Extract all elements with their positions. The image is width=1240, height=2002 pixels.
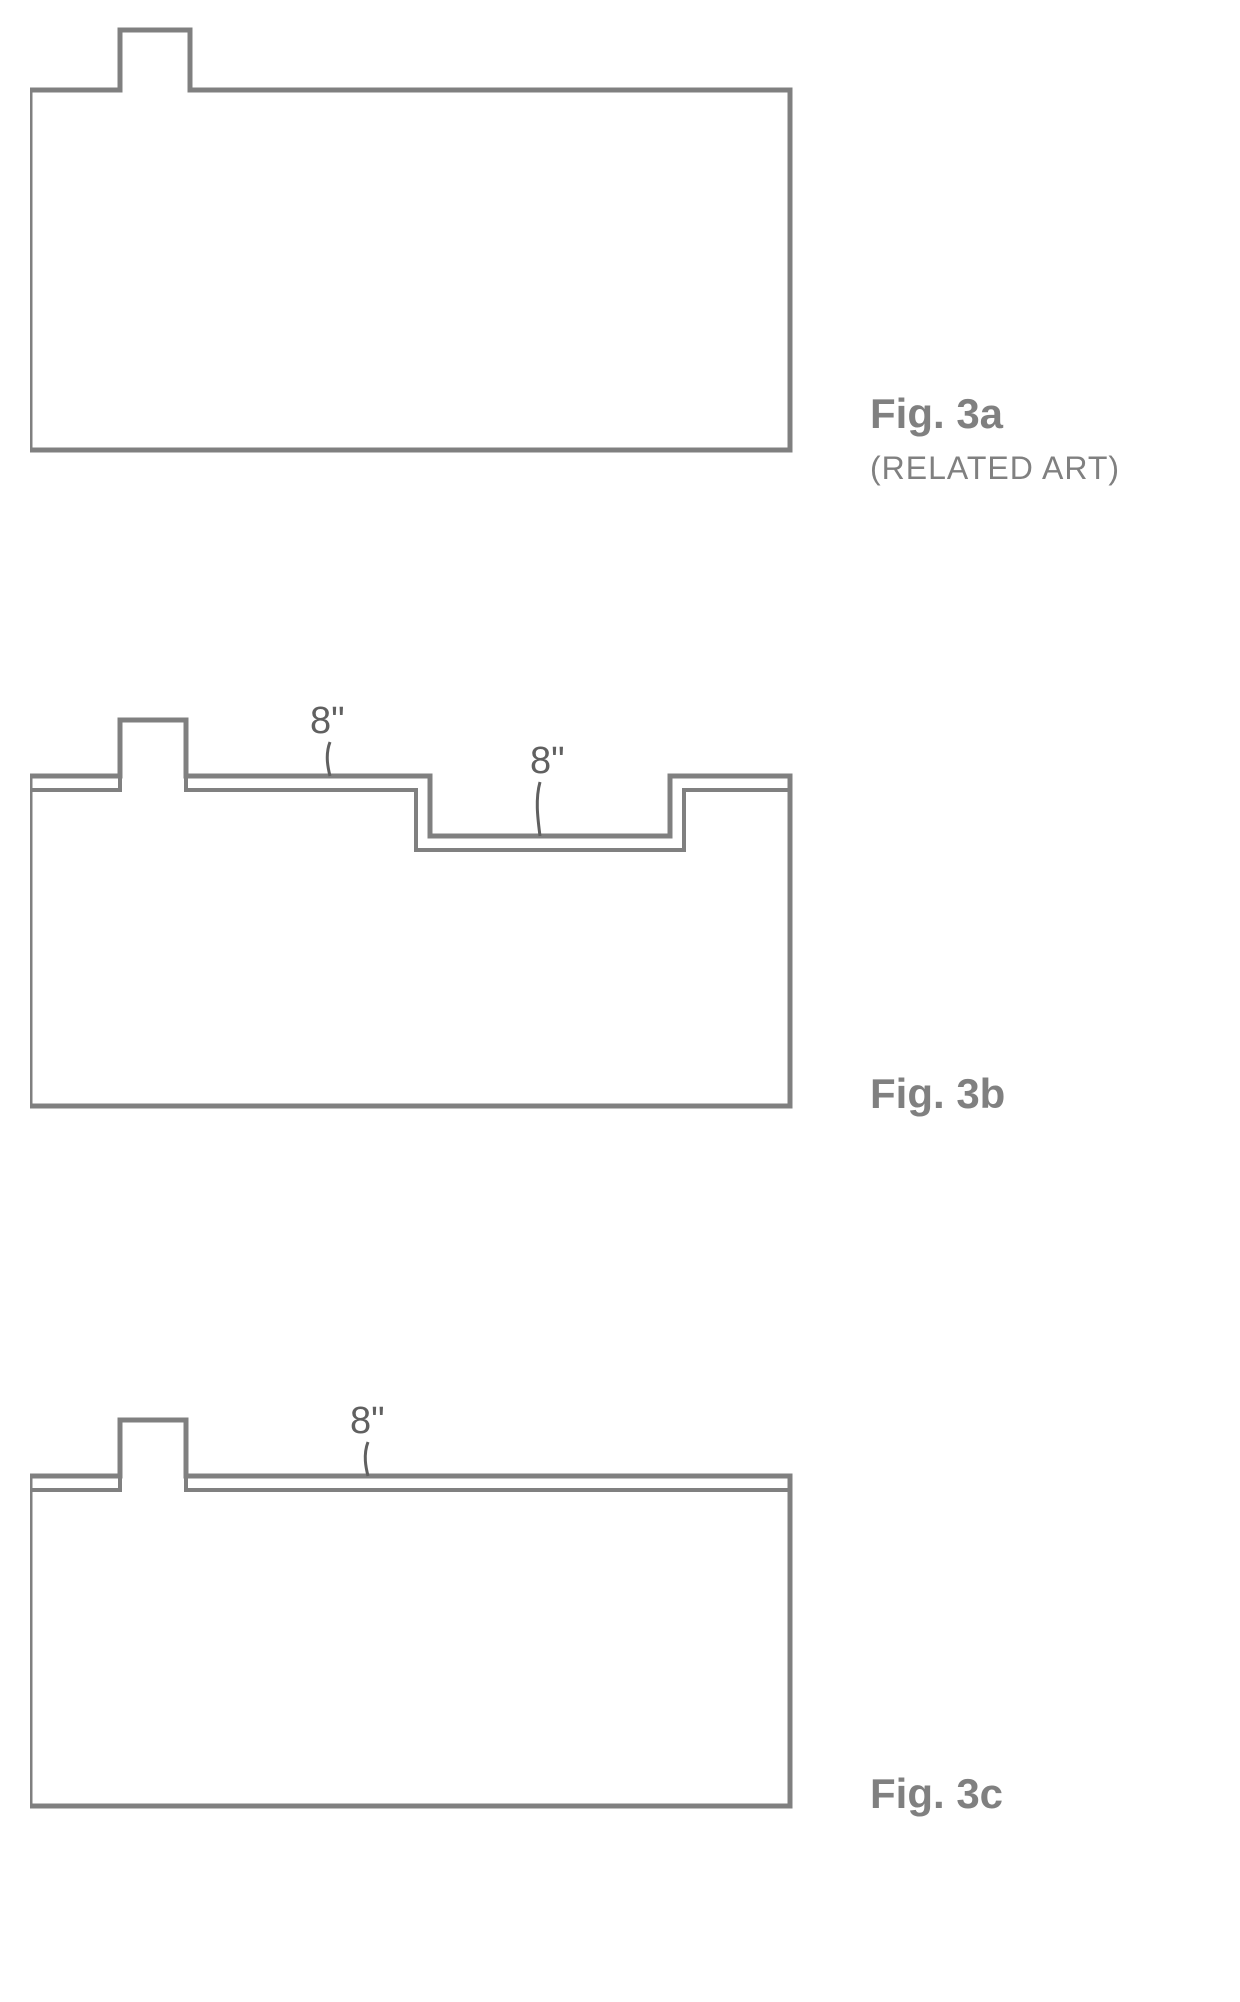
figure-3b-caption: Fig. 3b <box>870 1070 1005 1118</box>
figure-3a-subcaption: (RELATED ART) <box>870 450 1120 487</box>
figure-3c: 8" <box>30 1400 830 1840</box>
figure-3b-label-1: 8" <box>310 700 345 743</box>
figure-3c-drawing <box>30 1400 830 1840</box>
figure-3b: 8" 8" <box>30 700 830 1140</box>
figure-3a-caption: Fig. 3a <box>870 390 1003 438</box>
figure-3b-label-2: 8" <box>530 740 565 783</box>
figure-3a-drawing <box>30 20 830 460</box>
figure-3a <box>30 20 830 460</box>
figure-3b-drawing <box>30 700 830 1140</box>
figure-3c-caption: Fig. 3c <box>870 1770 1003 1818</box>
figure-3c-label-1: 8" <box>350 1400 385 1443</box>
